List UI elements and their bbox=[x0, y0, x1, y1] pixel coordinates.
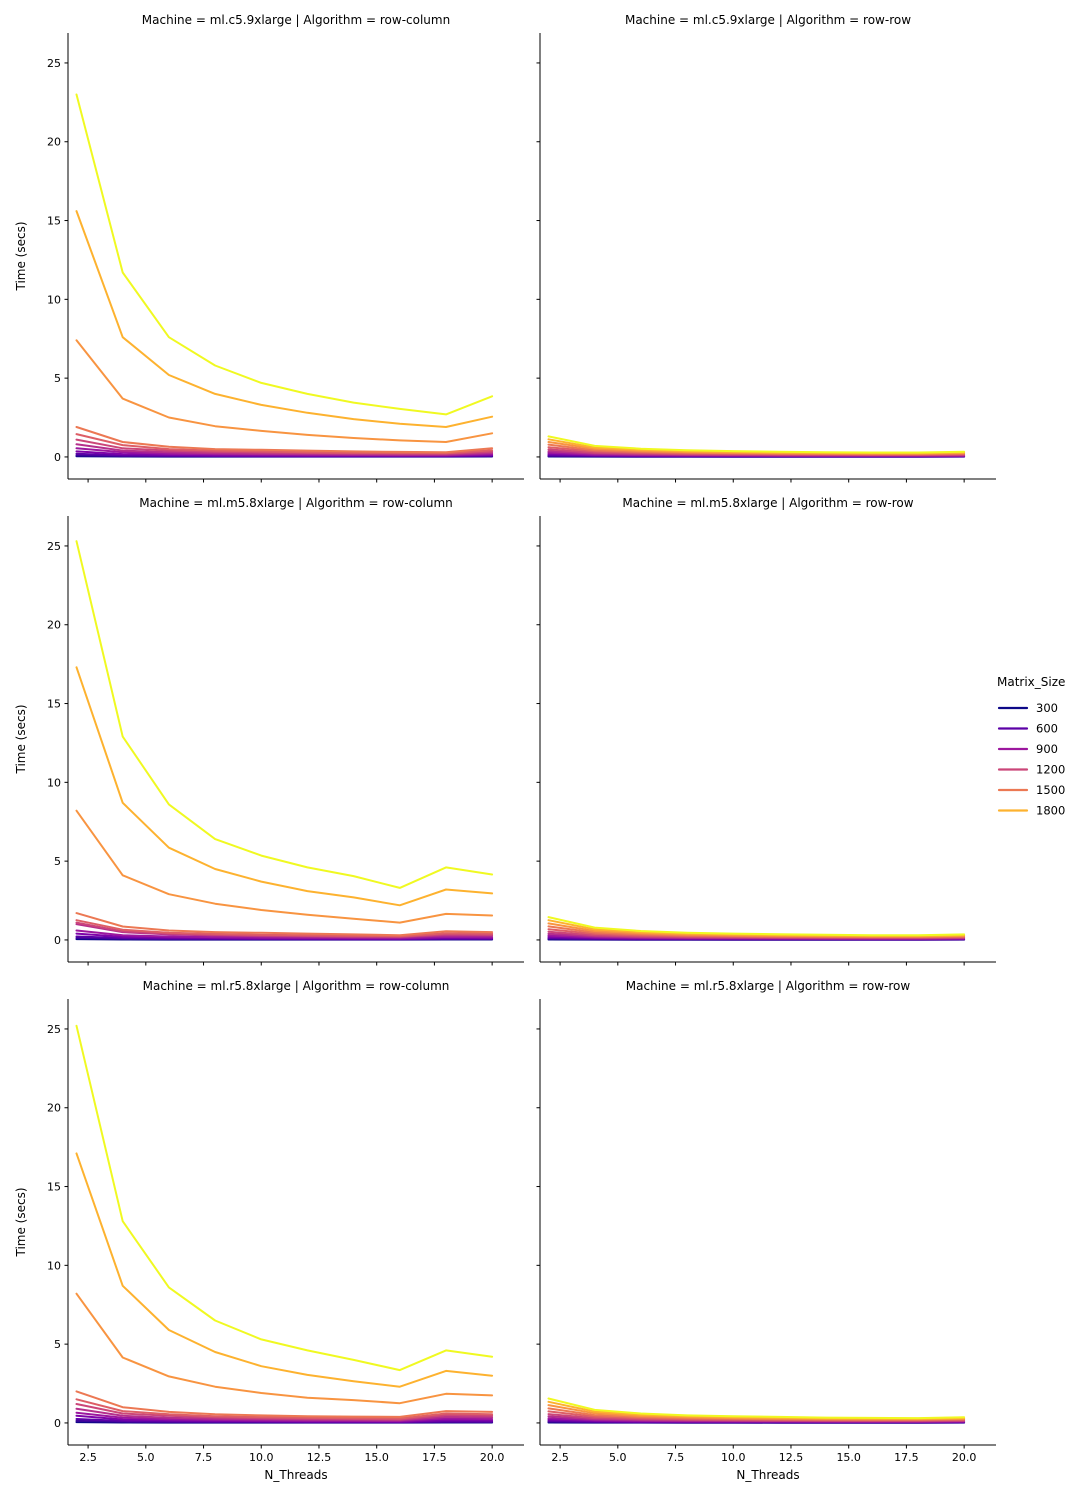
x-tick-label: 17.5 bbox=[894, 1451, 919, 1464]
facet-title: Machine = ml.c5.9xlarge | Algorithm = ro… bbox=[142, 13, 450, 27]
facet-title: Machine = ml.r5.8xlarge | Algorithm = ro… bbox=[143, 979, 450, 993]
y-axis-label: Time (secs) bbox=[14, 221, 28, 291]
x-tick-label: 20.0 bbox=[480, 1451, 505, 1464]
series-line-1650 bbox=[75, 339, 494, 443]
series-line-1950 bbox=[75, 93, 494, 416]
x-tick-label: 20.0 bbox=[952, 1451, 977, 1464]
series-line-1800 bbox=[75, 1152, 494, 1388]
x-tick-label: 7.5 bbox=[195, 1451, 213, 1464]
facet-title: Machine = ml.m5.8xlarge | Algorithm = ro… bbox=[622, 496, 913, 510]
x-tick-label: 5.0 bbox=[609, 1451, 627, 1464]
series-line-1950 bbox=[547, 916, 966, 937]
facet-title: Machine = ml.c5.9xlarge | Algorithm = ro… bbox=[625, 13, 911, 27]
x-tick-label: 15.0 bbox=[836, 1451, 861, 1464]
x-axis-label: N_Threads bbox=[264, 1468, 327, 1482]
x-tick-label: 10.0 bbox=[721, 1451, 746, 1464]
y-tick-label: 20 bbox=[47, 136, 61, 149]
series-line-900 bbox=[75, 929, 494, 940]
x-tick-label: 2.5 bbox=[79, 1451, 97, 1464]
y-tick-label: 0 bbox=[54, 1417, 61, 1430]
legend-entry-label: 600 bbox=[1036, 722, 1058, 736]
series-line-1950 bbox=[547, 1397, 966, 1420]
x-tick-label: 15.0 bbox=[364, 1451, 389, 1464]
x-tick-label: 12.5 bbox=[307, 1451, 332, 1464]
series-line-1350 bbox=[75, 433, 494, 455]
legend-entry-label: 1500 bbox=[1036, 783, 1065, 797]
x-tick-label: 2.5 bbox=[551, 1451, 569, 1464]
legend-entry-label: 900 bbox=[1036, 742, 1058, 756]
y-tick-label: 5 bbox=[54, 372, 61, 385]
series-line-1800 bbox=[75, 210, 494, 428]
y-tick-label: 5 bbox=[54, 855, 61, 868]
y-tick-label: 15 bbox=[47, 1181, 61, 1194]
series-line-1950 bbox=[547, 435, 966, 454]
series-line-1500 bbox=[75, 426, 494, 454]
x-tick-label: 5.0 bbox=[137, 1451, 155, 1464]
y-tick-label: 25 bbox=[47, 540, 61, 553]
series-line-1650 bbox=[75, 809, 494, 924]
legend-entry-label: 1200 bbox=[1036, 763, 1065, 777]
series-line-1800 bbox=[75, 666, 494, 907]
series-line-1350 bbox=[75, 1398, 494, 1420]
y-tick-label: 25 bbox=[47, 57, 61, 70]
x-axis-label: N_Threads bbox=[736, 1468, 799, 1482]
series-line-1950 bbox=[75, 1024, 494, 1372]
y-tick-label: 15 bbox=[47, 698, 61, 711]
series-line-1200 bbox=[75, 1403, 494, 1421]
legend-title: Matrix_Size bbox=[997, 675, 1065, 689]
legend-entry-label: 300 bbox=[1036, 701, 1058, 715]
y-tick-label: 0 bbox=[54, 451, 61, 464]
y-tick-label: 10 bbox=[47, 1259, 61, 1272]
y-axis-label: Time (secs) bbox=[14, 704, 28, 774]
facet-title: Machine = ml.r5.8xlarge | Algorithm = ro… bbox=[626, 979, 911, 993]
x-tick-label: 7.5 bbox=[667, 1451, 685, 1464]
y-tick-label: 20 bbox=[47, 1102, 61, 1115]
series-line-1500 bbox=[75, 912, 494, 937]
series-line-1950 bbox=[75, 540, 494, 889]
y-tick-label: 0 bbox=[54, 934, 61, 947]
y-tick-label: 10 bbox=[47, 293, 61, 306]
x-tick-label: 17.5 bbox=[422, 1451, 447, 1464]
series-line-1050 bbox=[75, 1407, 494, 1422]
legend-entry-label: 1800 bbox=[1036, 804, 1065, 818]
y-tick-label: 25 bbox=[47, 1023, 61, 1036]
y-tick-label: 5 bbox=[54, 1338, 61, 1351]
y-axis-label: Time (secs) bbox=[14, 1187, 28, 1257]
y-tick-label: 15 bbox=[47, 215, 61, 228]
series-line-1500 bbox=[75, 1390, 494, 1418]
facet-title: Machine = ml.m5.8xlarge | Algorithm = ro… bbox=[139, 496, 453, 510]
series-line-1650 bbox=[75, 1292, 494, 1405]
x-tick-label: 12.5 bbox=[779, 1451, 804, 1464]
series-line-1350 bbox=[75, 919, 494, 938]
y-tick-label: 20 bbox=[47, 619, 61, 632]
x-tick-label: 10.0 bbox=[249, 1451, 274, 1464]
y-tick-label: 10 bbox=[47, 776, 61, 789]
